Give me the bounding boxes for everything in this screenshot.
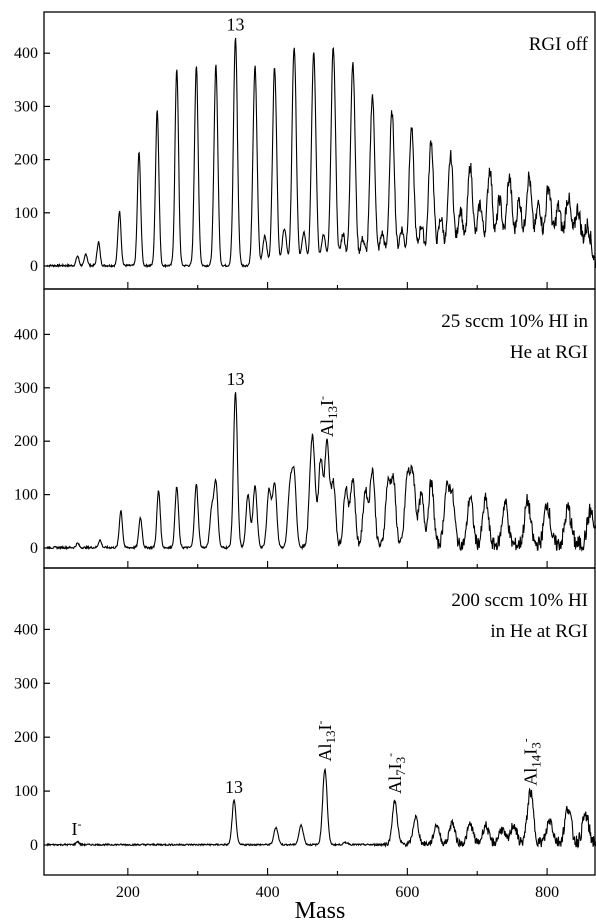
panel-1-ytick-label: 100 bbox=[14, 205, 38, 222]
panel-3-spectrum-line bbox=[46, 767, 596, 849]
panel-1-frame bbox=[43, 11, 596, 290]
panel-3-title: 200 sccm 10% HI bbox=[451, 590, 588, 611]
panel-2-ytick-label: 100 bbox=[14, 487, 38, 504]
panel-2-title: He at RGI bbox=[510, 342, 588, 363]
panel-3-frame bbox=[43, 567, 596, 876]
peak-annotation-label: Al14I3- bbox=[518, 738, 543, 786]
peak-annotation-label: Al13I- bbox=[313, 721, 338, 762]
panel-2-spectrum-line bbox=[46, 392, 596, 552]
panel-1-ytick-label: 200 bbox=[14, 152, 38, 169]
peak-annotation-label: 13 bbox=[225, 777, 243, 797]
panel-3-ytick-label: 200 bbox=[14, 729, 38, 746]
panel-2-ytick-label: 300 bbox=[14, 380, 38, 397]
panel-1-ytick-label: 300 bbox=[14, 98, 38, 115]
x-tick-label: 200 bbox=[116, 884, 140, 901]
peak-annotation-label: Al7I3- bbox=[383, 753, 408, 794]
panel-3-ytick-label: 400 bbox=[14, 621, 38, 638]
peak-annotation: Al13I- bbox=[313, 721, 338, 762]
peak-annotation: Al13I- bbox=[315, 396, 340, 437]
panel-1-title: RGI off bbox=[529, 34, 589, 55]
panel-1-ytick-label: 0 bbox=[30, 258, 38, 275]
panel-3-title: in He at RGI bbox=[490, 621, 588, 642]
panel-3-ytick-label: 100 bbox=[14, 783, 38, 800]
panel-3-ytick-label: 0 bbox=[30, 837, 38, 854]
panel-2-ytick-label: 0 bbox=[30, 540, 38, 557]
panel-2-ytick-label: 400 bbox=[14, 326, 38, 343]
peak-annotation-label: I- bbox=[72, 817, 82, 839]
x-axis-label: Mass bbox=[295, 898, 346, 923]
peak-annotation: Al14I3- bbox=[518, 738, 543, 786]
x-tick-label: 400 bbox=[256, 884, 280, 901]
panel-2-ytick-label: 200 bbox=[14, 433, 38, 450]
x-tick-label: 800 bbox=[535, 884, 559, 901]
panel-1-ytick-label: 400 bbox=[14, 45, 38, 62]
panel-1-spectrum-line bbox=[46, 37, 596, 269]
panel-3-ytick-label: 300 bbox=[14, 675, 38, 692]
peak-annotation-label: Al13I- bbox=[315, 396, 340, 437]
panel-2-title: 25 sccm 10% HI in bbox=[441, 311, 588, 332]
peak-annotation-label: 13 bbox=[226, 369, 244, 389]
peak-annotation-label: 13 bbox=[226, 14, 244, 34]
x-tick-label: 600 bbox=[395, 884, 419, 901]
peak-annotation: Al7I3- bbox=[383, 753, 408, 794]
